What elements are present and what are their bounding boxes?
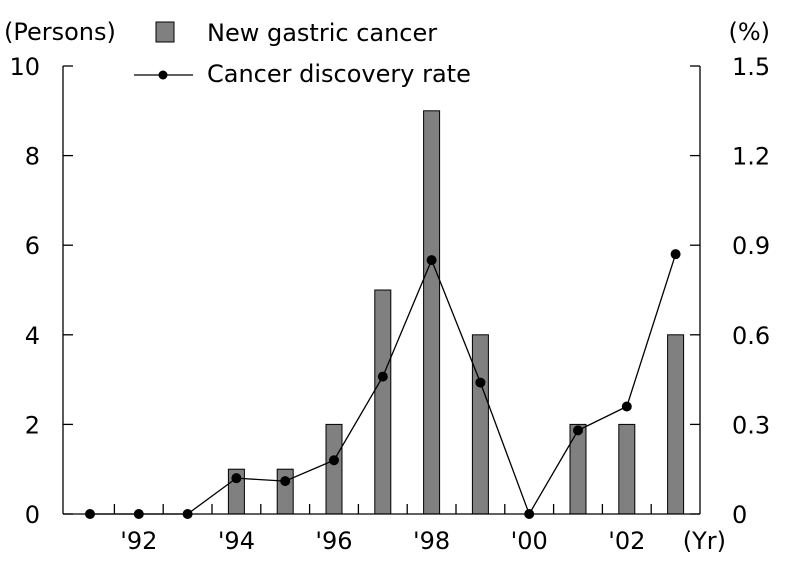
x-axis-tick-label: '96 (315, 527, 352, 555)
point-cancer-discovery-rate (377, 371, 388, 382)
x-axis-tick-label: '98 (413, 527, 450, 555)
right-axis-tick-label: 0.9 (732, 232, 770, 260)
axes-layer: 0 2 4 6 8 10 0 0.3 0.6 0.9 1.2 1.5 '92 '94 '96 '98 '00 '0… (9, 53, 770, 555)
bars-layer (227, 110, 685, 515)
point-cancer-discovery-rate (329, 455, 339, 466)
x-axis-tick-label: '92 (120, 527, 157, 555)
right-axis-tick-label: 1.2 (732, 143, 770, 171)
bar-new-gastric-cancer (667, 334, 685, 515)
point-cancer-discovery-rate (670, 249, 681, 260)
point-cancer-discovery-rate (573, 425, 583, 436)
left-axis-tick-label: 4 (25, 322, 40, 350)
left-axis-tick-label: 10 (9, 53, 40, 81)
legend: New gastric cancer Cancer discovery rate (134, 19, 471, 88)
legend-line-label: Cancer discovery rate (207, 60, 471, 88)
bar-new-gastric-cancer (374, 289, 392, 515)
right-axis-unit: (%) (728, 18, 770, 46)
bar-new-gastric-cancer (276, 468, 294, 515)
left-axis-tick-label: 6 (25, 232, 40, 260)
legend-bar-swatch (155, 21, 175, 43)
point-cancer-discovery-rate (475, 377, 486, 388)
left-axis-tick-label: 2 (25, 411, 40, 439)
point-cancer-discovery-rate (280, 476, 291, 487)
x-axis-unit: (Yr) (683, 527, 726, 555)
point-cancer-discovery-rate (621, 401, 632, 412)
x-axis-tick-label: '02 (608, 527, 645, 555)
right-axis-tick-label: 1.5 (732, 53, 770, 81)
right-axis-tick-label: 0.6 (732, 322, 770, 350)
x-axis-tick-label: '00 (511, 527, 548, 555)
left-axis-unit: (Persons) (4, 18, 116, 46)
bar-new-gastric-cancer (569, 423, 587, 515)
bar-new-gastric-cancer (423, 110, 441, 515)
x-axis-tick-label: '94 (218, 527, 255, 555)
point-cancer-discovery-rate (231, 473, 242, 484)
right-axis-tick-label: 0.3 (732, 411, 770, 439)
point-cancer-discovery-rate (426, 255, 437, 266)
bar-new-gastric-cancer (618, 423, 636, 515)
bar-new-gastric-cancer (325, 423, 343, 515)
bar-new-gastric-cancer (471, 334, 489, 515)
left-axis-tick-label: 0 (25, 501, 40, 529)
legend-bar-label: New gastric cancer (207, 19, 437, 47)
legend-line-marker (158, 70, 168, 80)
left-axis-tick-label: 8 (25, 143, 40, 171)
right-axis-tick-label: 0 (732, 501, 747, 529)
